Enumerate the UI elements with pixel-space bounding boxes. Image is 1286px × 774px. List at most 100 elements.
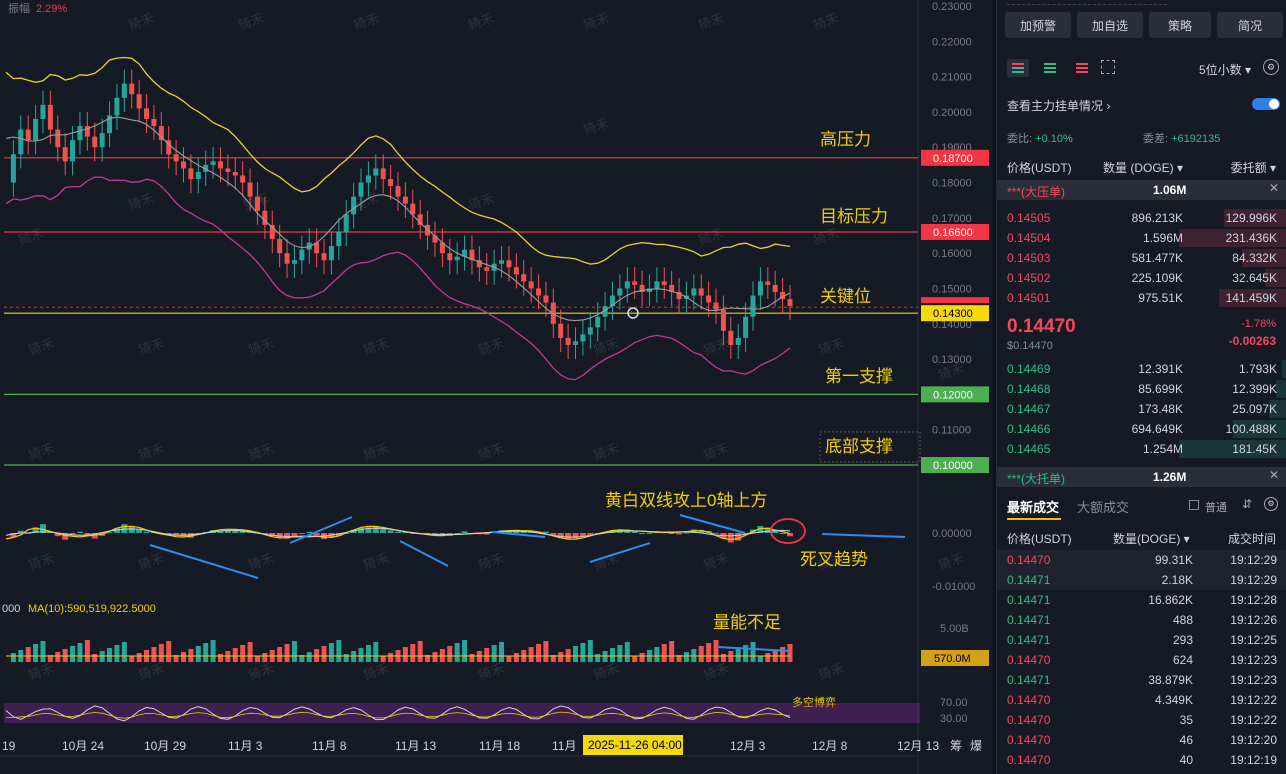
annotation-label: 死叉趋势 bbox=[800, 550, 868, 569]
candle-body bbox=[210, 161, 216, 165]
volume-bar bbox=[402, 647, 408, 662]
big-bid-row[interactable]: ***(大托单) 1.26M ✕ bbox=[997, 467, 1286, 487]
macd-bar bbox=[587, 533, 594, 536]
macd-bar bbox=[676, 533, 683, 535]
candle-body bbox=[217, 161, 223, 169]
candle-body bbox=[40, 104, 46, 119]
macd-bar bbox=[128, 526, 135, 533]
watermark: 猗禾 bbox=[361, 441, 390, 463]
precision-select[interactable]: 5位小数 ▾ bbox=[1199, 63, 1252, 77]
ask-row[interactable]: 0.14502 225.109K 32.645K bbox=[997, 268, 1286, 288]
mode-both-icon[interactable] bbox=[1007, 59, 1029, 77]
watermark: 猗禾 bbox=[136, 441, 165, 463]
strategy-button[interactable]: 策略 bbox=[1149, 12, 1211, 38]
candle-body bbox=[181, 161, 187, 169]
watermark: 猗禾 bbox=[591, 336, 620, 358]
expand-icon[interactable] bbox=[1101, 60, 1115, 74]
close-icon[interactable]: ✕ bbox=[1268, 468, 1279, 482]
big-ask-row[interactable]: ***(大压单) 1.06M ✕ bbox=[997, 180, 1286, 200]
trade-row: 0.14470 4.349K 19:12:22 bbox=[997, 690, 1286, 710]
macd-bar bbox=[483, 533, 490, 535]
mid-band bbox=[5, 116, 791, 322]
level-badge-label: 0.16600 bbox=[933, 227, 973, 239]
ask-row[interactable]: 0.14501 975.51K 141.459K bbox=[997, 288, 1286, 308]
level-badge bbox=[921, 223, 989, 240]
ask-row[interactable]: 0.14504 1.596M 231.436K bbox=[997, 228, 1286, 248]
x-tick-label: 11月 3 bbox=[228, 739, 263, 753]
filter-icon[interactable]: ⇵ bbox=[1242, 497, 1253, 511]
y-tick-label: 0.22000 bbox=[932, 36, 972, 48]
macd-bar bbox=[261, 533, 268, 535]
y-tick-label: 0.17000 bbox=[932, 213, 972, 225]
candle-body bbox=[720, 309, 726, 331]
trade-time: 19:12:22 bbox=[1230, 713, 1277, 727]
level-badge-label: 0.18700 bbox=[933, 153, 973, 165]
volume-bar bbox=[10, 653, 16, 662]
watermark: 猗禾 bbox=[26, 441, 55, 463]
trade-time: 19:12:29 bbox=[1230, 553, 1277, 567]
ask-row[interactable]: 0.14503 581.477K 84.332K bbox=[997, 248, 1286, 268]
volume-bar bbox=[203, 643, 209, 662]
watermark: 猗禾 bbox=[361, 551, 390, 573]
trades-settings-icon[interactable]: ⚙ bbox=[1264, 497, 1278, 511]
volume-bar bbox=[661, 644, 667, 662]
bid-row[interactable]: 0.14467 173.48K 25.097K bbox=[997, 399, 1286, 419]
add-alert-button[interactable]: 加预警 bbox=[1005, 12, 1071, 38]
close-icon[interactable]: ✕ bbox=[1268, 181, 1279, 195]
ask-qty: 896.213K bbox=[1131, 211, 1183, 225]
mode-bids-icon[interactable] bbox=[1041, 59, 1059, 77]
candle-body bbox=[543, 295, 549, 303]
y-tick-label: 0.23000 bbox=[932, 1, 972, 13]
trade-time: 19:12:23 bbox=[1230, 673, 1277, 687]
candle-body bbox=[765, 281, 771, 285]
rsi-signal-line bbox=[6, 711, 791, 719]
last-price: 0.14470 bbox=[1007, 316, 1076, 337]
candle-body bbox=[144, 108, 150, 119]
header-amount[interactable]: 委托额 ▾ bbox=[1230, 161, 1276, 175]
watermark: 猗禾 bbox=[696, 226, 725, 248]
x-tick-label: 11月 13 bbox=[395, 739, 436, 753]
watermark: 猗禾 bbox=[701, 336, 730, 358]
bid-row[interactable]: 0.14468 85.699K 12.399K bbox=[997, 379, 1286, 399]
watermark: 猗禾 bbox=[701, 551, 730, 573]
candle-body bbox=[77, 126, 83, 141]
trade-row: 0.14470 46 19:12:20 bbox=[997, 730, 1286, 750]
add-favorite-button[interactable]: 加自选 bbox=[1077, 12, 1143, 38]
settings-gear-icon[interactable]: ⚙ bbox=[1263, 59, 1279, 75]
level-badge-label: 0.14300 bbox=[933, 308, 973, 320]
main-orders-link[interactable]: 查看主力挂单情况 › bbox=[1007, 99, 1111, 113]
ask-row[interactable]: 0.14505 896.213K 129.996K bbox=[997, 208, 1286, 228]
chart-area[interactable]: 0.23000 0.22000 0.21000 0.20000 0.19000 0.180… bbox=[0, 0, 993, 774]
mode-asks-icon[interactable] bbox=[1073, 59, 1091, 77]
trade-header-qty[interactable]: 数量(DOGE) ▾ bbox=[1113, 532, 1190, 546]
candle-body bbox=[499, 260, 505, 264]
y-tick-label: 0.18000 bbox=[932, 178, 972, 190]
normal-checkbox[interactable] bbox=[1189, 500, 1199, 510]
watermark: 猗禾 bbox=[246, 661, 275, 683]
watermark: 猗禾 bbox=[236, 11, 265, 33]
main-orders-toggle[interactable] bbox=[1252, 98, 1280, 110]
volume-bar bbox=[765, 653, 771, 662]
volume-bar bbox=[343, 654, 349, 662]
bid-row[interactable]: 0.14466 694.649K 100.488K bbox=[997, 419, 1286, 439]
header-qty[interactable]: 数量 (DOGE) ▾ bbox=[1103, 161, 1184, 175]
ask-price: 0.14501 bbox=[1007, 291, 1051, 305]
x-tick-label: 11月 bbox=[552, 739, 576, 753]
macd-bar bbox=[639, 533, 646, 534]
overview-button[interactable]: 简况 bbox=[1217, 12, 1283, 38]
candle-body bbox=[706, 295, 712, 303]
tab-latest-trades[interactable]: 最新成交 bbox=[1007, 500, 1060, 515]
panel-divider[interactable] bbox=[993, 0, 996, 774]
rsi-tick: 70.00 bbox=[940, 697, 968, 709]
bid-row[interactable]: 0.14465 1.254M 181.45K bbox=[997, 439, 1286, 459]
candle-body bbox=[107, 115, 113, 134]
tab-large-trades[interactable]: 大额成交 bbox=[1077, 500, 1130, 515]
y-tick-label: 0.20000 bbox=[932, 107, 972, 119]
bid-row[interactable]: 0.14469 12.391K 1.793K bbox=[997, 359, 1286, 379]
watermark: 猗禾 bbox=[581, 116, 610, 138]
macd-bar bbox=[764, 527, 771, 533]
x-tick-label: 12月 3 bbox=[730, 739, 766, 753]
candle-body bbox=[166, 140, 172, 155]
bid-qty: 1.254M bbox=[1142, 442, 1183, 456]
price-chart[interactable]: 0.230000.220000.210000.200000.190000.180… bbox=[0, 0, 993, 774]
